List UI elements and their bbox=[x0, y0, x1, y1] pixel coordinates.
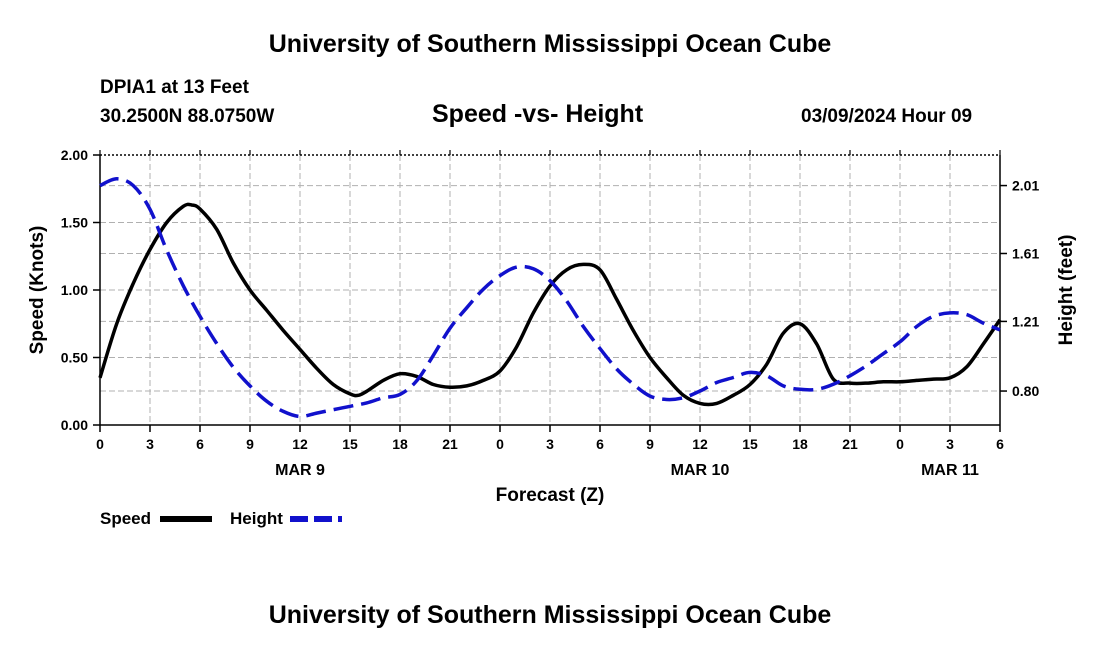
series-line-speed bbox=[98, 202, 1002, 407]
page-title: University of Southern Mississippi Ocean… bbox=[268, 30, 832, 58]
legend-speed-label: Speed bbox=[100, 509, 152, 528]
x-tick-label: 15 bbox=[742, 436, 758, 452]
x-tick-label: 9 bbox=[646, 436, 654, 452]
x-tick-label: 12 bbox=[292, 436, 308, 452]
x-tick-label: 3 bbox=[946, 436, 954, 452]
y-right-axis-title: Height (feet) bbox=[1056, 235, 1077, 346]
y-right-tick-label: 1.21 bbox=[1012, 313, 1039, 329]
x-tick-label: 6 bbox=[996, 436, 1004, 452]
x-tick-label: 3 bbox=[546, 436, 554, 452]
legend-speed-swatch bbox=[160, 516, 212, 522]
location-label: 30.2500N 88.0750W bbox=[100, 106, 275, 127]
legend-height-label: Height bbox=[230, 509, 283, 528]
date-label: MAR 10 bbox=[671, 462, 730, 479]
date-label: MAR 9 bbox=[275, 462, 325, 479]
chart-title: Speed -vs- Height bbox=[432, 100, 644, 128]
x-tick-label: 0 bbox=[96, 436, 104, 452]
x-tick-label: 21 bbox=[842, 436, 858, 452]
y-left-tick-label: 1.50 bbox=[61, 215, 88, 231]
y-right-tick-label: 1.61 bbox=[1012, 245, 1039, 261]
x-axis-title: Forecast (Z) bbox=[496, 485, 605, 506]
y-right-tick-label: 0.80 bbox=[1012, 383, 1039, 399]
x-tick-label: 6 bbox=[196, 436, 204, 452]
y-right-tick-label: 2.01 bbox=[1012, 178, 1039, 194]
datetime-label: 03/09/2024 Hour 09 bbox=[801, 106, 973, 127]
legend-height-swatch bbox=[290, 516, 342, 522]
series-line-height bbox=[99, 177, 1001, 419]
y-left-tick-label: 1.00 bbox=[61, 282, 88, 298]
footer-title: University of Southern Mississippi Ocean… bbox=[268, 601, 832, 629]
x-tick-label: 18 bbox=[392, 436, 408, 452]
x-tick-label: 12 bbox=[692, 436, 708, 452]
x-tick-label: 18 bbox=[792, 436, 808, 452]
station-label: DPIA1 at 13 Feet bbox=[100, 77, 249, 98]
y-left-tick-label: 2.00 bbox=[61, 147, 88, 163]
y-left-tick-label: 0.50 bbox=[61, 350, 88, 366]
x-tick-label: 21 bbox=[442, 436, 458, 452]
x-tick-label: 15 bbox=[342, 436, 358, 452]
x-tick-label: 3 bbox=[146, 436, 154, 452]
x-tick-label: 6 bbox=[596, 436, 604, 452]
y-left-tick-label: 0.00 bbox=[61, 417, 88, 433]
x-tick-label: 0 bbox=[496, 436, 504, 452]
date-label: MAR 11 bbox=[921, 462, 979, 479]
x-tick-label: 9 bbox=[246, 436, 254, 452]
speed-height-chart: 0 3 6 9 12 15 18 21 0 3 6 9 12 15 18 21 0 3 6 0.00 0.50 1.00 1… bbox=[27, 147, 1077, 506]
x-tick-label: 0 bbox=[896, 436, 904, 452]
y-left-axis-title: Speed (Knots) bbox=[27, 226, 48, 355]
